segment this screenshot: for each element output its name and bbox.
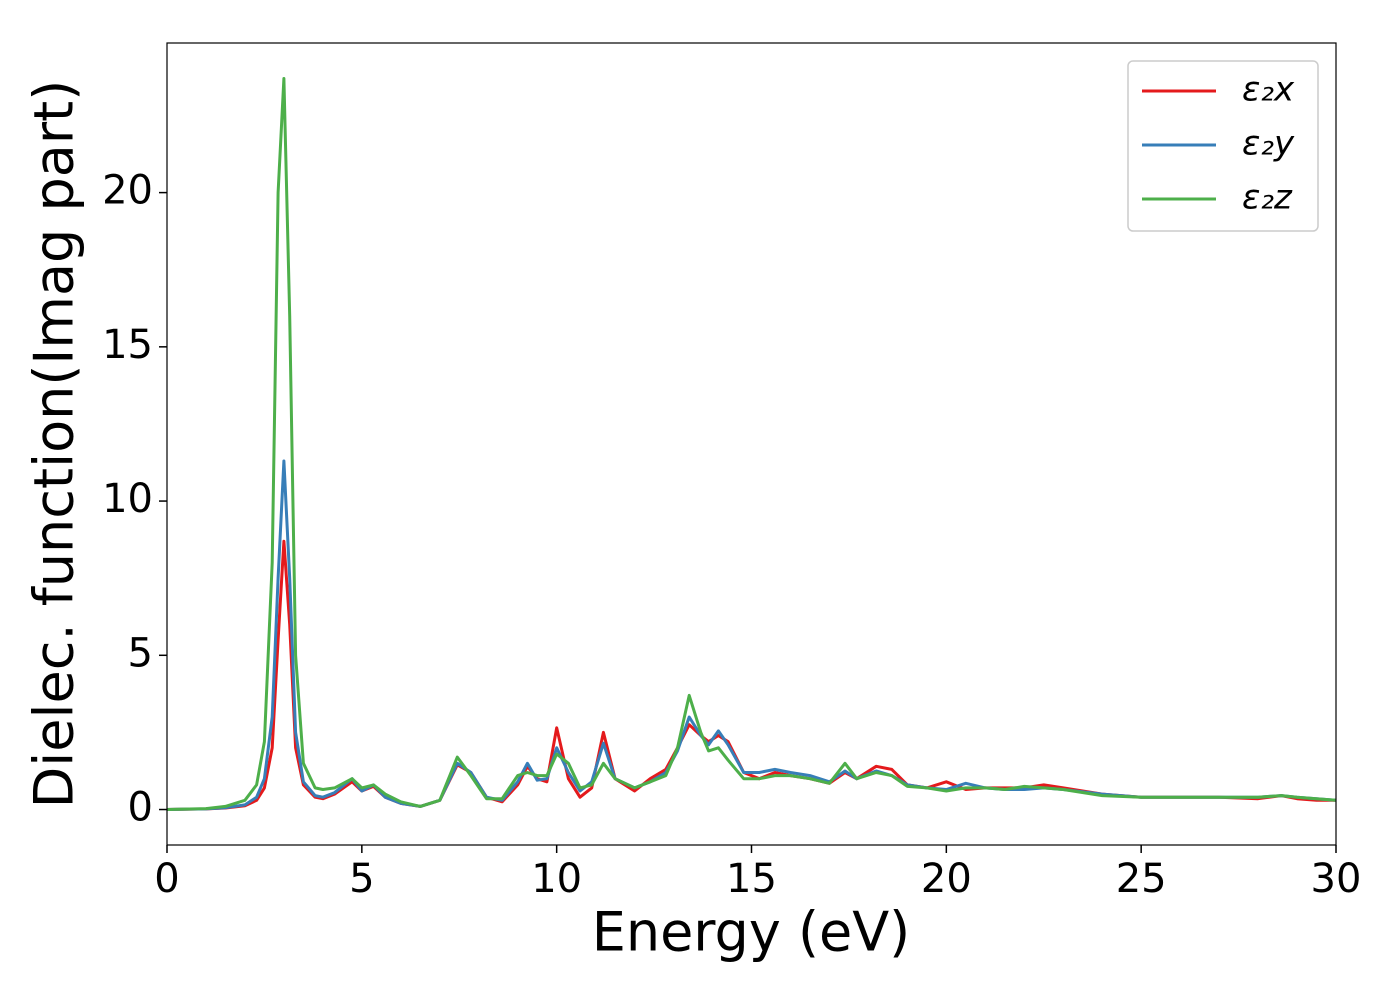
legend-label: ε₂z: [1242, 178, 1293, 218]
series-line: [167, 77, 1336, 811]
x-tick-label: 20: [921, 856, 972, 902]
y-tick-label: 0: [128, 785, 153, 831]
legend-box: [1127, 60, 1319, 232]
legend-label: ε₂x: [1242, 70, 1295, 110]
legend-label: ε₂y: [1242, 124, 1295, 164]
y-tick-label: 15: [102, 322, 153, 368]
y-axis-label: Dielec. function(Imag part): [23, 80, 86, 809]
plot-frame: [166, 42, 1337, 846]
x-tick-label: 10: [531, 856, 582, 902]
x-tick-label: 0: [154, 856, 179, 902]
y-tick-label: 20: [102, 168, 153, 214]
x-tick-label: 25: [1116, 856, 1167, 902]
y-tick-label: 10: [102, 476, 153, 522]
series-line: [167, 459, 1336, 811]
series-line: [167, 539, 1336, 811]
x-tick-label: 15: [726, 856, 777, 902]
y-tick-label: 5: [128, 630, 153, 676]
x-tick-label: 30: [1311, 856, 1362, 902]
x-tick-label: 5: [349, 856, 374, 902]
x-axis-label: Energy (eV): [592, 901, 911, 964]
